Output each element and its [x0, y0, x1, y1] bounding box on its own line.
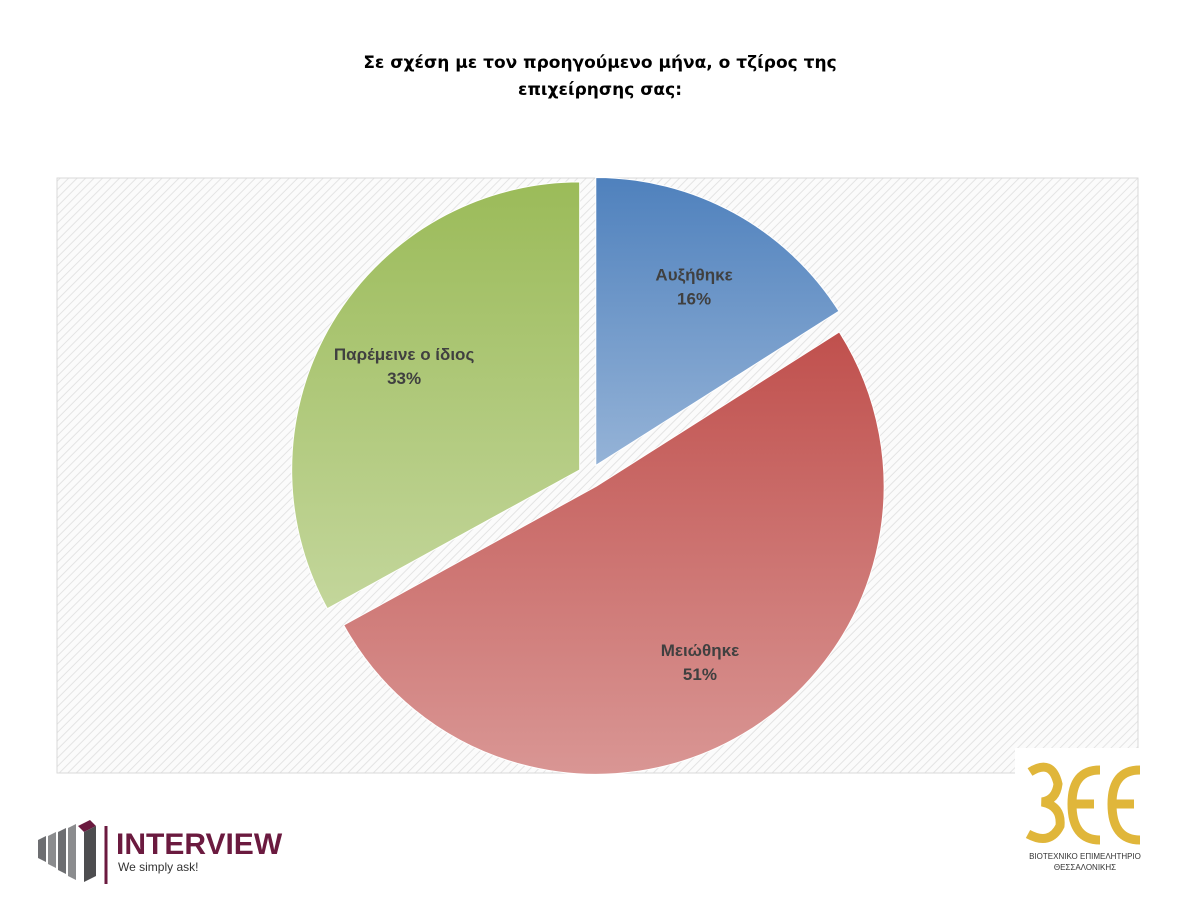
chamber-line2: ΘΕΣΣΑΛΟΝΙΚΗΣ — [1054, 863, 1116, 872]
pie-slice — [291, 181, 581, 610]
slice-value-label: 51% — [683, 665, 717, 684]
slice-value-label: 16% — [677, 290, 711, 309]
interview-name: INTERVIEW — [116, 828, 283, 861]
chart-title: Σε σχέση με τον προηγούμενο μήνα, ο τζίρ… — [363, 53, 837, 100]
slice-value-label: 33% — [387, 369, 421, 388]
chamber-line1: ΒΙΟΤΕΧΝΙΚΟ ΕΠΙΜΕΛΗΤΗΡΙΟ — [1029, 852, 1141, 861]
slice-category-label: Μειώθηκε — [661, 641, 739, 660]
slice-category-label: Αυξήθηκε — [655, 266, 732, 285]
chamber-logo: ΒΙΟΤΕΧΝΙΚΟ ΕΠΙΜΕΛΗΤΗΡΙΟ ΘΕΣΣΑΛΟΝΙΚΗΣ — [1015, 748, 1145, 880]
pie-slice — [595, 176, 840, 467]
interview-logo: INTERVIEW We simply ask! — [38, 820, 283, 884]
pie-slice — [343, 331, 885, 775]
interview-tagline: We simply ask! — [118, 860, 198, 874]
slice-category-label: Παρέμεινε ο ίδιος — [334, 345, 475, 364]
